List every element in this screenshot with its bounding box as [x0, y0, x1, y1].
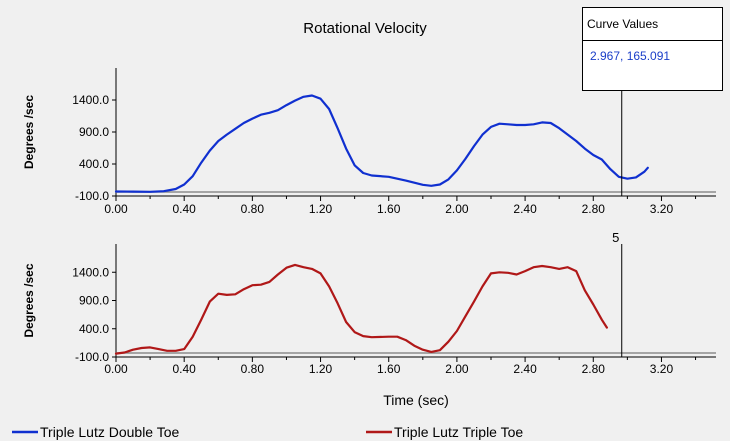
y-tick-label: 900.0: [79, 294, 109, 308]
curve-values-panel: Curve Values 2.967, 165.091: [582, 7, 723, 91]
y-tick-label: 400.0: [79, 157, 109, 171]
x-tick-label: 3.20: [650, 202, 674, 216]
cursor-label: 5: [612, 230, 619, 245]
x-tick-label: 0.40: [173, 362, 197, 376]
x-tick-label: 0.00: [104, 362, 128, 376]
legend-label: Triple Lutz Double Toe: [40, 424, 180, 440]
curve-values-readout: 2.967, 165.091: [590, 49, 671, 63]
x-tick-label: 2.40: [513, 202, 537, 216]
x-tick-label: 2.80: [582, 362, 606, 376]
x-tick-label: 1.20: [309, 362, 333, 376]
series-line-triple-lutz-triple-toe: [114, 263, 608, 355]
y-axis-label: Degrees /sec: [22, 263, 36, 337]
y-tick-label: 900.0: [79, 125, 109, 139]
y-axis-label: Degrees /sec: [22, 95, 36, 169]
y-tick-label: 1400.0: [72, 93, 109, 107]
x-tick-label: 1.60: [377, 362, 401, 376]
series-line-triple-lutz-double-toe: [114, 94, 649, 193]
curve-values-title: Curve Values: [583, 8, 722, 41]
x-tick-label: 1.60: [377, 202, 401, 216]
y-tick-label: 1400.0: [72, 265, 109, 279]
x-axis-label: Time (sec): [383, 392, 449, 408]
x-tick-label: 3.20: [650, 362, 674, 376]
y-tick-label: -100.0: [75, 350, 109, 364]
x-tick-label: 0.00: [104, 202, 128, 216]
y-tick-label: 400.0: [79, 322, 109, 336]
x-tick-label: 2.80: [582, 202, 606, 216]
legend-label: Triple Lutz Triple Toe: [394, 424, 523, 440]
x-tick-label: 2.40: [513, 362, 537, 376]
x-tick-label: 1.20: [309, 202, 333, 216]
x-tick-label: 0.80: [241, 362, 265, 376]
x-tick-label: 2.00: [445, 362, 469, 376]
x-tick-label: 2.00: [445, 202, 469, 216]
x-tick-label: 0.40: [173, 202, 197, 216]
y-tick-label: -100.0: [75, 189, 109, 203]
chart-title: Rotational Velocity: [303, 20, 427, 37]
x-tick-label: 0.80: [241, 202, 265, 216]
